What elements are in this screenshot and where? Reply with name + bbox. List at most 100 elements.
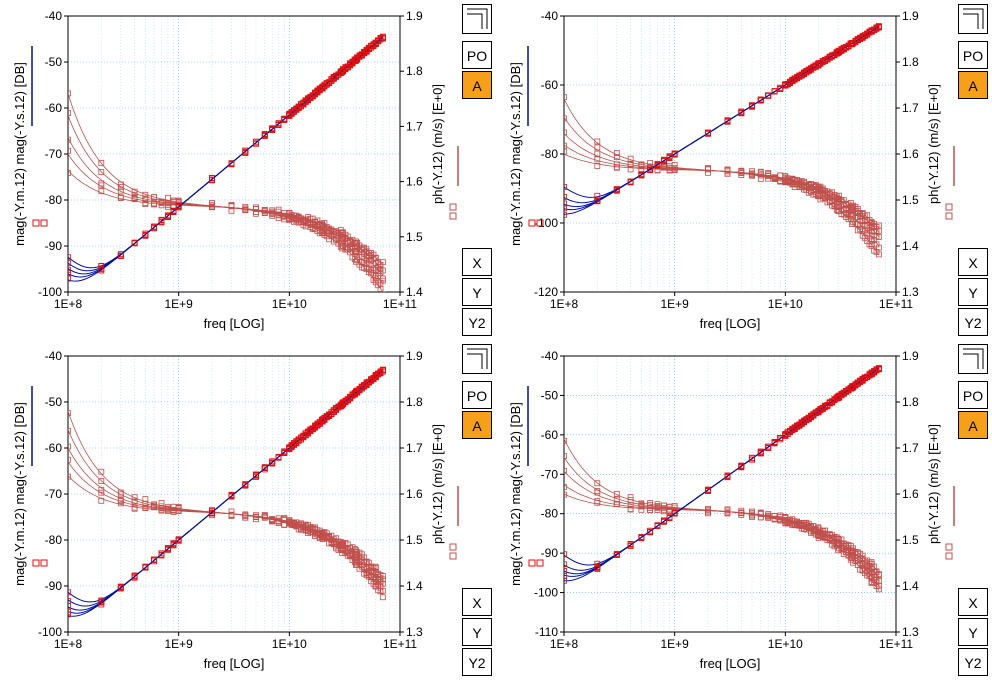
phase-point: [242, 514, 249, 521]
y2-tick-label: 1.4: [406, 579, 423, 593]
zoom-corner-icon[interactable]: [958, 4, 988, 34]
mag-point: [242, 147, 249, 154]
mag-point: [749, 102, 755, 109]
x-axis-button[interactable]: X: [958, 248, 988, 276]
phase-point: [68, 456, 71, 463]
y2-axis-button[interactable]: Y2: [958, 648, 988, 676]
phase-series-line: [564, 153, 880, 228]
phase-point: [98, 188, 105, 195]
po-button[interactable]: PO: [462, 41, 492, 69]
x-tick-label: 1E+11: [879, 297, 913, 311]
zoom-corner-icon[interactable]: [462, 344, 492, 374]
phase-point: [594, 480, 601, 487]
phase-point: [339, 230, 346, 237]
x-axis-button[interactable]: X: [958, 588, 988, 616]
phase-point: [253, 514, 259, 520]
y2-tick-label: 1.8: [902, 55, 919, 69]
a-button[interactable]: A: [958, 411, 988, 439]
legend-marker-meas: [528, 219, 536, 227]
phase-point: [275, 206, 282, 213]
phase-point: [594, 499, 601, 506]
x-axis-button[interactable]: X: [462, 248, 492, 276]
zoom-corner-icon[interactable]: [958, 344, 988, 374]
mag-point: [151, 556, 158, 563]
phase-point: [738, 510, 745, 517]
x-tick-label: 1E+8: [54, 297, 83, 311]
mag-point: [281, 450, 288, 457]
y2-axis-button[interactable]: Y2: [958, 308, 988, 336]
phase-point: [372, 564, 379, 571]
y2-axis-button[interactable]: Y2: [462, 648, 492, 676]
mag-point: [666, 514, 673, 521]
phase-point: [671, 166, 678, 173]
phase-point: [638, 503, 645, 510]
y-axis-button[interactable]: Y: [462, 278, 492, 306]
legend-marker-phase: [449, 203, 457, 211]
phase-point: [151, 201, 158, 208]
mag-point: [68, 269, 71, 276]
mag-point: [671, 150, 678, 157]
phase-point: [724, 170, 731, 177]
legend-marker-phase: [945, 543, 953, 551]
zoom-corner-icon[interactable]: [462, 4, 492, 34]
phase-point: [98, 497, 105, 504]
po-button[interactable]: PO: [958, 381, 988, 409]
mag-point: [594, 566, 601, 572]
legend-marker-meas: [536, 559, 544, 567]
mag-point: [757, 97, 764, 104]
plot-area: [68, 33, 386, 292]
phase-point: [749, 508, 755, 515]
phase-point: [253, 210, 259, 217]
x-tick-label: 1E+9: [164, 297, 193, 311]
a-button[interactable]: A: [462, 411, 492, 439]
mag-point: [68, 602, 71, 609]
phase-point: [175, 507, 182, 514]
y2-axis-label: ph(-Y.12) (m/s) [E+0]: [926, 84, 941, 204]
chart-svg: -40 -50 -60 -70 -80 -90 -100 1.9 1.8 1.7 1.6 1.5 1.4…: [12, 349, 459, 671]
y2-tick-label: 1.6: [902, 147, 919, 161]
mag-point: [261, 466, 268, 473]
mag-series-line: [564, 367, 880, 582]
x-axis-button[interactable]: X: [462, 588, 492, 616]
mag-point: [377, 36, 384, 43]
mag-point: [771, 439, 778, 446]
mag-point: [275, 120, 282, 127]
mag-point: [627, 541, 634, 548]
phase-point: [261, 513, 268, 519]
x-tick-label: 1E+11: [383, 637, 417, 651]
phase-point: [98, 169, 105, 175]
y-axis-label: mag(-Y.m.12) mag(-Y.s.12) [DB]: [508, 62, 523, 246]
y2-tick-label: 1.8: [406, 395, 423, 409]
x-axis-label: freq [LOG]: [700, 656, 761, 671]
phase-point: [564, 484, 567, 490]
y-axis-label: mag(-Y.m.12) mag(-Y.s.12) [DB]: [12, 62, 27, 246]
a-button[interactable]: A: [958, 71, 988, 99]
y2-tick-label: 1.5: [902, 533, 919, 547]
legend-marker-meas: [32, 219, 40, 227]
y2-tick-label: 1.3: [902, 285, 919, 299]
y-tick-label: -100: [38, 285, 62, 299]
y-axis-button[interactable]: Y: [958, 278, 988, 306]
y-axis-button[interactable]: Y: [958, 618, 988, 646]
y2-axis-button[interactable]: Y2: [462, 308, 492, 336]
plot-frame: [563, 355, 897, 633]
phase-point: [757, 168, 764, 175]
po-button[interactable]: PO: [462, 381, 492, 409]
a-button[interactable]: A: [462, 71, 492, 99]
y-tick-label: -40: [45, 9, 63, 23]
mag-point: [647, 166, 654, 173]
phase-point: [379, 275, 386, 282]
mag-point: [594, 198, 601, 204]
legend-marker-meas: [32, 559, 40, 567]
po-button[interactable]: PO: [958, 41, 988, 69]
phase-point: [68, 147, 71, 154]
phase-point: [131, 494, 138, 501]
y-tick-label: -90: [45, 239, 63, 253]
y-tick-label: -40: [541, 9, 559, 23]
mag-point: [564, 568, 567, 574]
y-axis-button[interactable]: Y: [462, 618, 492, 646]
legend-marker-meas: [536, 219, 544, 227]
phase-point: [613, 501, 620, 507]
y2-tick-label: 1.6: [406, 175, 423, 189]
y2-tick-label: 1.9: [902, 349, 919, 363]
